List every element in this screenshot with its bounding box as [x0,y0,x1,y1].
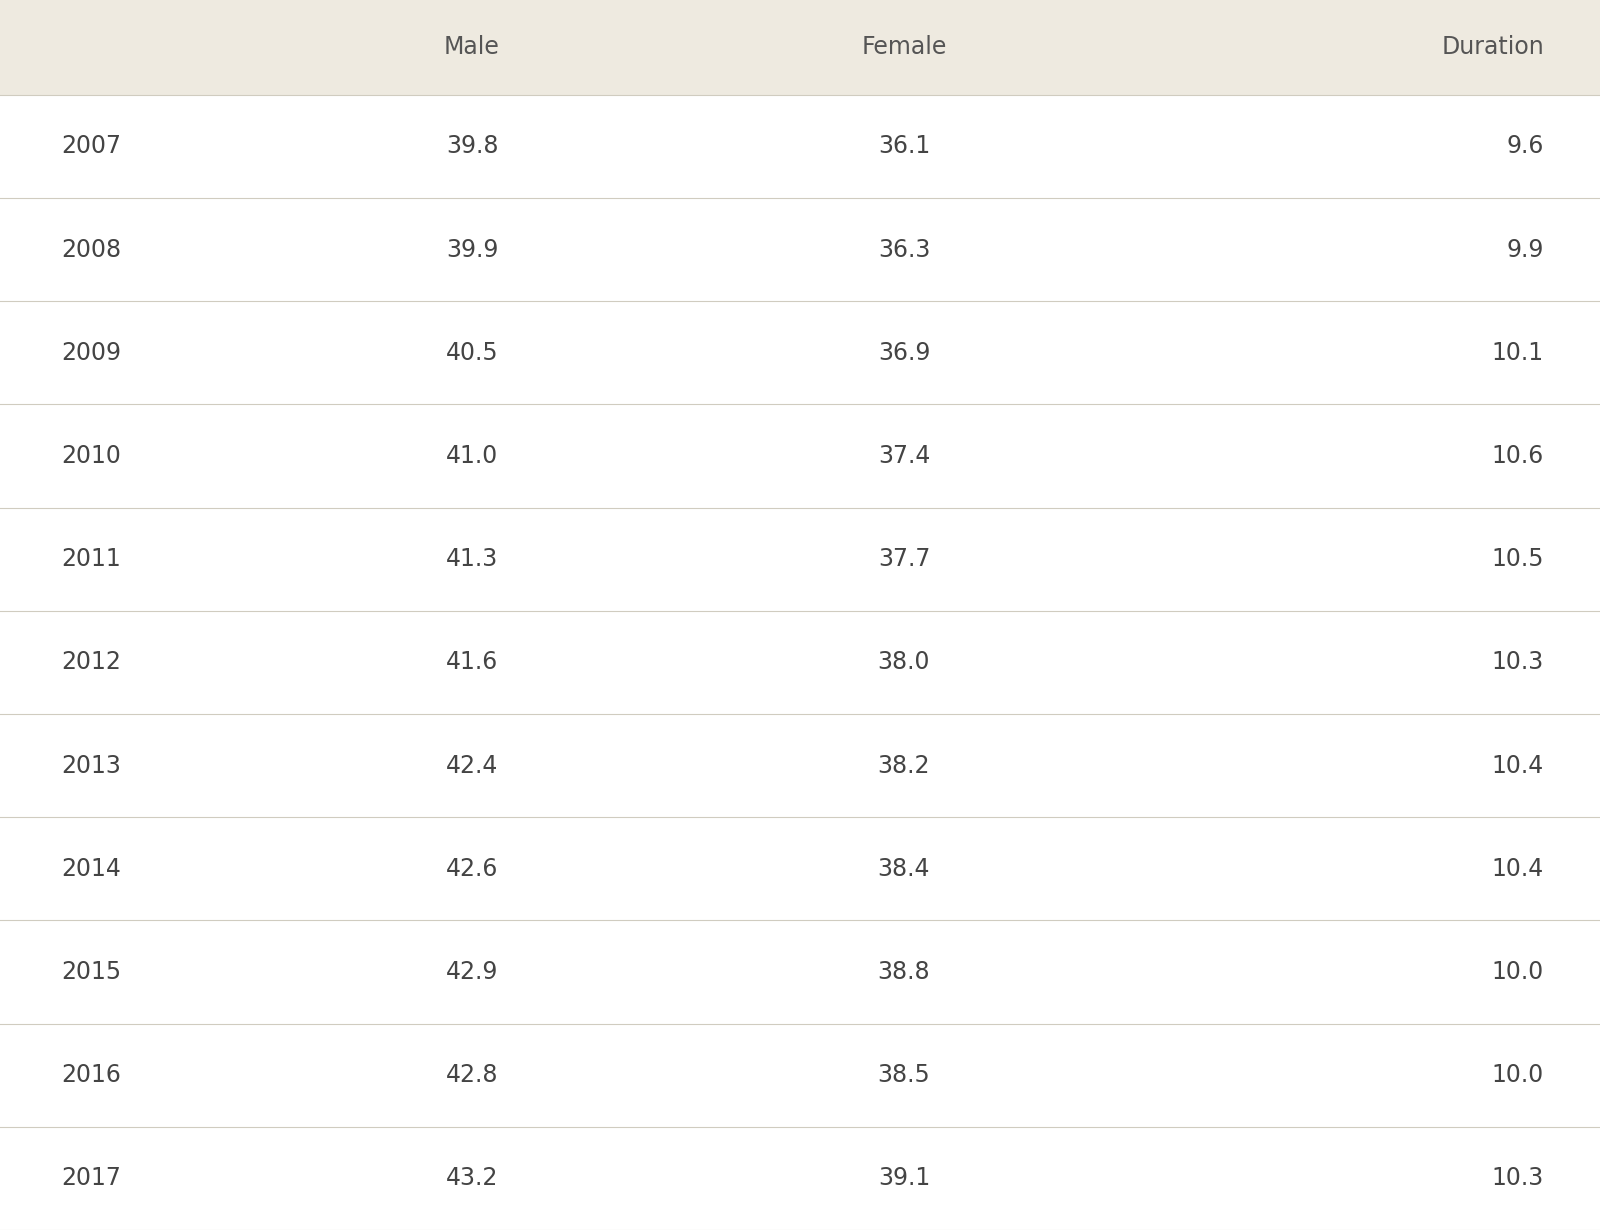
Text: 10.4: 10.4 [1491,857,1544,881]
Text: 2008: 2008 [61,237,122,262]
Text: Female: Female [861,36,947,59]
Text: 2010: 2010 [61,444,120,467]
Text: 36.3: 36.3 [878,237,930,262]
Text: 10.3: 10.3 [1491,651,1544,674]
Text: 9.9: 9.9 [1507,237,1544,262]
Text: Male: Male [445,36,499,59]
Text: 42.9: 42.9 [446,959,498,984]
Text: 38.4: 38.4 [878,857,930,881]
Text: 38.8: 38.8 [878,959,930,984]
Text: 40.5: 40.5 [446,341,498,365]
Text: 10.3: 10.3 [1491,1166,1544,1191]
Text: 38.2: 38.2 [878,754,930,777]
Text: 10.0: 10.0 [1491,959,1544,984]
Text: 2017: 2017 [61,1166,120,1191]
Text: 39.1: 39.1 [878,1166,930,1191]
Text: 2015: 2015 [61,959,122,984]
Text: 9.6: 9.6 [1507,134,1544,159]
Text: 42.6: 42.6 [446,857,498,881]
Text: 2009: 2009 [61,341,122,365]
Text: 2007: 2007 [61,134,122,159]
Text: 39.9: 39.9 [446,237,498,262]
Text: 10.6: 10.6 [1491,444,1544,467]
Bar [0,817,1600,920]
Text: 36.9: 36.9 [878,341,930,365]
Bar [0,198,1600,301]
Text: 41.6: 41.6 [446,651,498,674]
Text: 42.4: 42.4 [446,754,498,777]
Text: 39.8: 39.8 [446,134,498,159]
Bar [0,301,1600,405]
Text: 38.5: 38.5 [878,1063,930,1087]
Bar [0,405,1600,508]
Text: 43.2: 43.2 [446,1166,498,1191]
Text: 37.4: 37.4 [878,444,930,467]
Text: 42.8: 42.8 [446,1063,498,1087]
Text: 2014: 2014 [61,857,120,881]
Bar [0,713,1600,817]
Text: 41.0: 41.0 [446,444,498,467]
Text: 10.1: 10.1 [1491,341,1544,365]
Bar [0,920,1600,1023]
Text: 2011: 2011 [61,547,120,571]
Text: 2016: 2016 [61,1063,120,1087]
Text: 38.0: 38.0 [878,651,930,674]
Bar [0,611,1600,713]
Text: 2013: 2013 [61,754,120,777]
Bar [0,0,1600,95]
Bar [0,1127,1600,1230]
Text: 41.3: 41.3 [446,547,498,571]
Bar [0,95,1600,198]
Text: 37.7: 37.7 [878,547,930,571]
Text: 36.1: 36.1 [878,134,930,159]
Text: 10.0: 10.0 [1491,1063,1544,1087]
Text: 2012: 2012 [61,651,120,674]
Bar [0,508,1600,611]
Bar [0,1023,1600,1127]
Text: Duration: Duration [1442,36,1544,59]
Text: 10.4: 10.4 [1491,754,1544,777]
Text: 10.5: 10.5 [1491,547,1544,571]
